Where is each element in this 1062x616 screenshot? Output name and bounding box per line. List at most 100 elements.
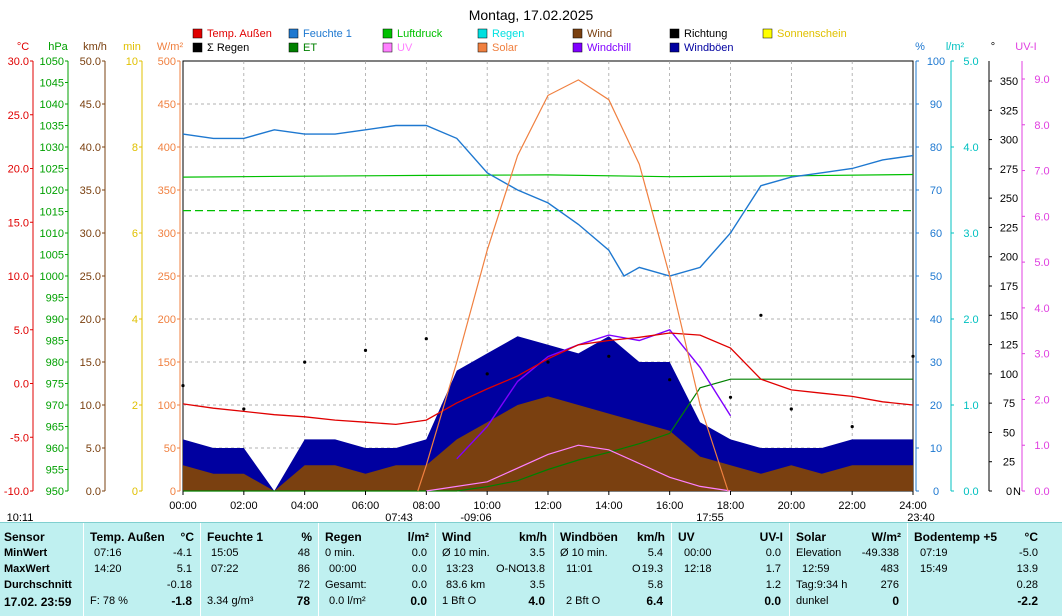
- axis-tick-label: 0: [132, 486, 138, 498]
- axis-tick-label: 50: [1003, 427, 1015, 439]
- extra-value: 1 Bft O: [442, 595, 477, 607]
- axis-tick-label: 6: [132, 228, 138, 240]
- min-label: Ø 10 min.: [442, 547, 490, 559]
- panel-sensor: Sensor MinWert MaxWert Durchschnitt 17.0…: [0, 523, 84, 616]
- max-time: 13:23: [446, 563, 474, 575]
- axis-tick-label: 5.0: [963, 56, 978, 68]
- axis-tick-label: 250: [1000, 193, 1018, 205]
- axis-tick-label: 4.0: [1034, 303, 1049, 315]
- axis-unit: min: [123, 41, 141, 53]
- series-richtung-point: [242, 407, 246, 411]
- min-value: 48: [297, 547, 310, 559]
- axis-tick-label: 0.0: [14, 379, 29, 391]
- legend-swatch: [669, 42, 680, 53]
- extra-value: F: 78 %: [90, 595, 128, 607]
- axis-tick-label: 3.0: [1034, 349, 1049, 361]
- time-marker-label: 17:55: [696, 512, 724, 522]
- legend-label: UV: [397, 42, 413, 54]
- legend-label: Solar: [492, 42, 518, 54]
- min-label: 0 min.: [325, 547, 355, 559]
- axis-tick-label: 1050: [40, 56, 64, 68]
- max-direction: O: [632, 563, 641, 575]
- axis-tick-label: 985: [46, 336, 64, 348]
- axis-tick-label: 1025: [40, 164, 64, 176]
- axis-tick-label: 50: [930, 271, 942, 283]
- axis-tick-label: 6.0: [1034, 211, 1049, 223]
- max-value: 13.9: [1016, 563, 1038, 575]
- axis-tick-label: 45.0: [80, 99, 101, 111]
- series-richtung-point: [759, 313, 763, 317]
- axis-tick-label: 1020: [40, 185, 64, 197]
- legend-label: Windböen: [684, 42, 734, 54]
- panel-title: Sensor: [4, 530, 45, 544]
- axis-tick-label: 1035: [40, 121, 64, 133]
- axis-tick-label: 3.0: [963, 228, 978, 240]
- avg-label: Gesamt:: [325, 579, 367, 591]
- axis-tick-label: 4: [132, 314, 138, 326]
- axis-tick-label: 0: [1006, 486, 1012, 498]
- max-time: 07:22: [211, 563, 239, 575]
- x-tick-label: 00:00: [169, 500, 197, 512]
- panel-title: Windböen: [560, 530, 618, 544]
- legend-label: Luftdruck: [397, 28, 443, 40]
- axis-tick-label: 50: [164, 443, 176, 455]
- avg-value: 1.2: [765, 579, 781, 591]
- axis-tick-label: 350: [158, 185, 176, 197]
- legend-label: Sonnenschein: [777, 28, 847, 40]
- axis-tick-label: 30.0: [80, 228, 101, 240]
- axis-tick-label: 100: [1000, 369, 1018, 381]
- axis-tick-label: 2: [132, 400, 138, 412]
- panel-title: Bodentemp +5: [914, 530, 998, 544]
- axis-tick-label: 7.0: [1034, 166, 1049, 178]
- series-richtung-point: [668, 378, 672, 382]
- series-richtung-point: [303, 360, 307, 364]
- axis-tick-label: 40: [930, 314, 942, 326]
- axis-tick-label: 0: [933, 486, 939, 498]
- legend-label: Windchill: [587, 42, 631, 54]
- axis-tick-label: 960: [46, 443, 64, 455]
- legend-swatch: [572, 42, 583, 53]
- legend-label: Regen: [492, 28, 524, 40]
- legend-swatch: [762, 28, 773, 39]
- x-tick-label: 10:00: [473, 500, 501, 512]
- series-richtung-point: [850, 425, 854, 429]
- axis-tick-label: 30.0: [8, 56, 29, 68]
- axis-unit: °: [991, 41, 995, 53]
- series-richtung-point: [546, 360, 550, 364]
- x-tick-label: 02:00: [230, 500, 258, 512]
- axis-tick-label: 1005: [40, 250, 64, 262]
- panel-title: Solar: [796, 530, 827, 544]
- axis-tick-label: 0: [170, 486, 176, 498]
- min-time: 15:05: [211, 547, 239, 559]
- max-value: 13.8: [523, 563, 545, 575]
- current-value: 78: [296, 594, 310, 608]
- legend-label: Feuchte 1: [303, 28, 352, 40]
- statistics-footer: Sensor MinWert MaxWert Durchschnitt 17.0…: [0, 522, 1062, 616]
- legend-swatch: [477, 42, 488, 53]
- row-label-max: MaxWert: [4, 563, 50, 575]
- axis-tick-label: 5.0: [86, 443, 101, 455]
- axis-tick-label: 5.0: [14, 325, 29, 337]
- axis-tick-label: 500: [158, 56, 176, 68]
- panel-title: Temp. Außen: [90, 530, 165, 544]
- axis-tick-label: 75: [1003, 398, 1015, 410]
- chart-title: Montag, 17.02.2025: [469, 7, 594, 23]
- axis-tick-label: 25.0: [80, 271, 101, 283]
- weather-chart: Montag, 17.02.2025 Temp. Außen Feuchte 1 L…: [3, 7, 1050, 522]
- axis-tick-label: 10: [126, 56, 138, 68]
- series-richtung-point: [789, 407, 793, 411]
- axis-tick-label: 2.0: [1034, 394, 1049, 406]
- max-value: 86: [297, 563, 310, 575]
- avg-value: 0.28: [1016, 579, 1038, 591]
- axis-unit: UV-I: [1015, 41, 1036, 53]
- current-datetime: 17.02. 23:59: [4, 595, 72, 609]
- axis-tick-label: 20.0: [80, 314, 101, 326]
- series-wind: [183, 396, 913, 491]
- current-value: 0.0: [410, 594, 427, 608]
- axis-north-label: N: [1013, 486, 1021, 498]
- avg-label: 83.6 km: [446, 579, 486, 591]
- max-time: 11:01: [566, 563, 593, 575]
- axis-tick-label: 0.0: [963, 486, 978, 498]
- panel-bodentemp: Bodentemp +5 °C 07:19 -5.0 15:49 13.9 0.…: [908, 523, 1062, 616]
- axis-tick-label: 10.0: [80, 400, 101, 412]
